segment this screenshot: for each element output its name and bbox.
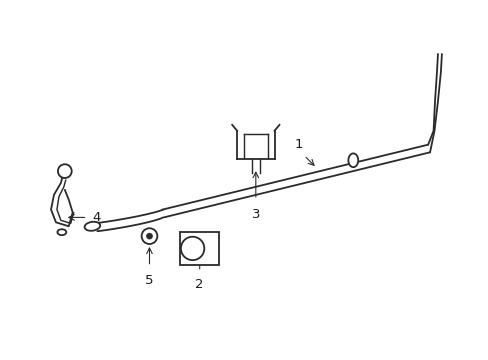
Text: 1: 1 xyxy=(294,139,303,152)
Circle shape xyxy=(58,164,72,178)
Circle shape xyxy=(142,228,157,244)
Ellipse shape xyxy=(347,153,358,167)
Circle shape xyxy=(181,237,204,260)
Text: 3: 3 xyxy=(251,208,260,221)
Text: 5: 5 xyxy=(145,274,153,287)
Ellipse shape xyxy=(84,222,100,231)
Ellipse shape xyxy=(57,229,66,235)
Text: 4: 4 xyxy=(92,211,101,224)
FancyBboxPatch shape xyxy=(180,232,219,265)
Text: 2: 2 xyxy=(195,278,203,292)
Circle shape xyxy=(146,233,152,239)
